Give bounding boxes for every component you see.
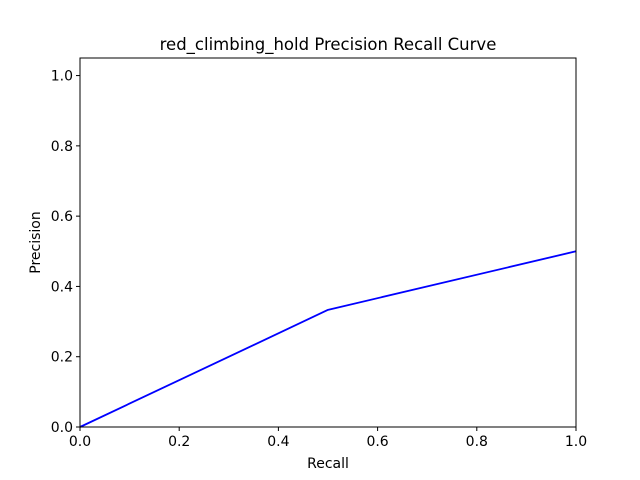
series-layer [79, 250, 577, 428]
series-line-0 [79, 250, 577, 428]
y-axis: 0.0 0.2 0.4 0.6 0.8 1.0 [51, 69, 80, 436]
x-axis-label: Recall [307, 456, 349, 472]
x-axis: 0.0 0.2 0.4 0.6 0.8 1.0 [69, 427, 587, 450]
y-tick-label: 0.8 [51, 139, 73, 155]
y-axis-label: Precision [28, 211, 44, 273]
x-tick-label: 0.4 [267, 434, 289, 450]
x-tick-label: 0.0 [69, 434, 91, 450]
chart-title: red_climbing_hold Precision Recall Curve [160, 35, 497, 55]
x-tick-label: 0.2 [168, 434, 190, 450]
y-tick-label: 0.0 [51, 420, 73, 436]
y-tick-label: 0.2 [51, 350, 73, 366]
plot-area [79, 57, 577, 428]
x-tick-label: 1.0 [565, 434, 587, 450]
y-tick-label: 1.0 [51, 69, 73, 85]
y-tick-label: 0.4 [51, 279, 73, 295]
x-tick-label: 0.8 [466, 434, 488, 450]
x-tick-label: 0.6 [366, 434, 388, 450]
y-tick-label: 0.6 [51, 209, 73, 225]
plot-frame [79, 57, 577, 428]
